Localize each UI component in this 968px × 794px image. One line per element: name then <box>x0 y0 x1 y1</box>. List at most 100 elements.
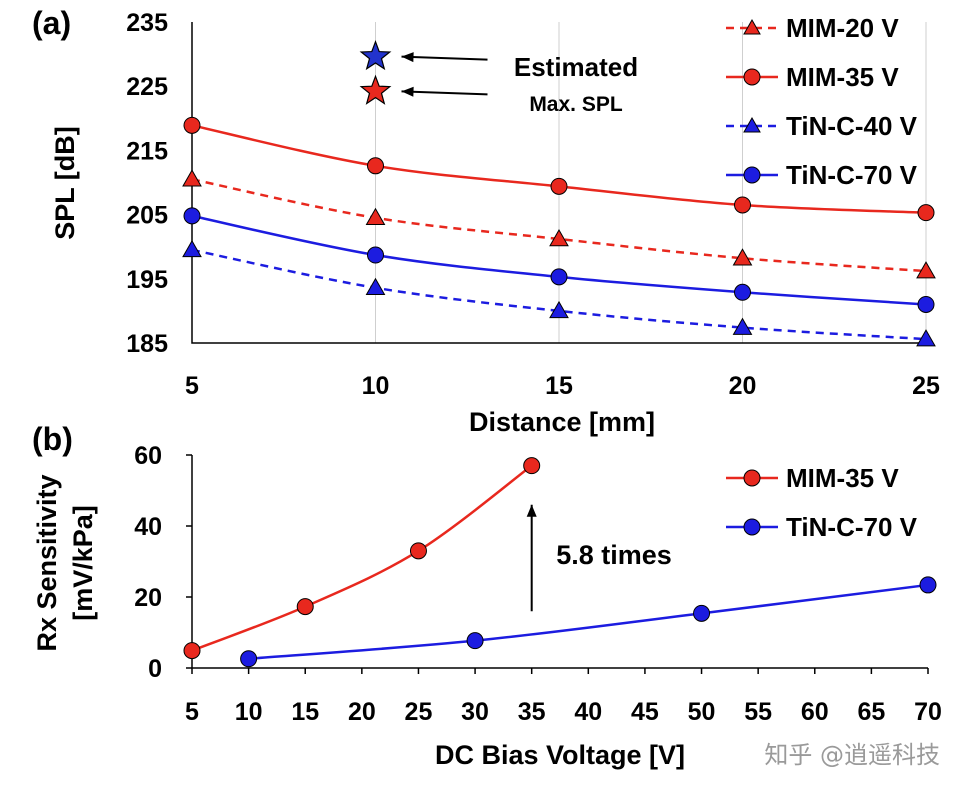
panel-a-legend-label-tin-c-40-v: TiN-C-40 V <box>786 111 918 141</box>
panel-b-x-tick-30: 30 <box>461 698 489 726</box>
panel-b-x-tick-35: 35 <box>518 698 546 726</box>
panel-b-point-mim-35-v-5 <box>183 642 201 660</box>
panel-a-point-mim-20-v-25 <box>916 261 936 279</box>
panel-a-x-tick-25: 25 <box>912 372 940 400</box>
panel-b-x-tick-55: 55 <box>744 698 772 726</box>
estimated-arrow-red-shaft <box>401 90 488 96</box>
panel-b-line-tin-c-70-v <box>248 583 929 661</box>
panel-b-y-tick-40: 40 <box>134 513 162 541</box>
panel-a-point-mim-20-v-20 <box>732 248 753 266</box>
panel-b-legend: MIM-35 V TiN-C-70 V <box>726 463 918 542</box>
panel-b-y-tick-0: 0 <box>148 655 162 683</box>
panel-b-y-tick-60: 60 <box>134 442 162 470</box>
panel-a-legend-label-mim-35-v: MIM-35 V <box>786 62 899 92</box>
panel-a-point-mim-20-v-10 <box>365 207 386 226</box>
panel-b-x-ticks: 5 10 15 20 25 30 35 40 45 50 55 60 65 70 <box>185 668 942 726</box>
panel-a-legend-label-mim-20-v: MIM-20 V <box>786 13 899 43</box>
panel-b-line-mim-35-v <box>191 464 533 652</box>
panel-b-y-axis-label-line1: Rx Sensitivity <box>32 474 62 651</box>
panel-a-x-tick-15: 15 <box>545 372 573 400</box>
estimated-star-red <box>359 74 392 105</box>
panel-b-series-group <box>183 457 937 668</box>
panel-a-x-tick-20: 20 <box>729 372 757 400</box>
panel-b-point-tin-c-70-v-30 <box>466 632 484 650</box>
panel-a-legend: MIM-20 V MIM-35 V TiN-C-40 V TiN-C-70 V <box>726 13 918 190</box>
panel-a-point-mim-35-v-10 <box>367 157 384 175</box>
panel-a-legend-marker-tin-c-40-v <box>743 116 761 133</box>
ratio-annotation: 5.8 times <box>556 540 672 570</box>
panel-a-point-mim-35-v-20 <box>734 196 751 214</box>
panel-a-y-tick-195: 195 <box>126 266 168 294</box>
panel-a-x-tick-5: 5 <box>185 372 199 400</box>
panel-b-point-tin-c-70-v-10 <box>240 650 258 668</box>
panel-a-point-tin-c-40-v-25 <box>916 329 936 347</box>
panel-b-x-tick-20: 20 <box>348 698 376 726</box>
panel-b-x-tick-40: 40 <box>574 698 602 726</box>
panel-a-series-mim-20-v <box>182 169 936 279</box>
panel-b-x-tick-25: 25 <box>405 698 433 726</box>
panel-a-line-mim-20-v <box>191 178 927 273</box>
panel-b-legend-marker-mim-35-v <box>743 469 761 487</box>
panel-a-line-tin-c-40-v <box>191 248 927 341</box>
panel-a-y-tick-215: 215 <box>126 137 168 165</box>
panel-a-point-mim-35-v-15 <box>550 177 568 195</box>
panel-b-x-tick-65: 65 <box>857 698 885 726</box>
ratio-arrow <box>526 504 537 612</box>
panel-b-y-tick-20: 20 <box>134 584 162 612</box>
panel-b-x-tick-50: 50 <box>688 698 716 726</box>
panel-b-ratio-arrow <box>526 504 537 612</box>
panel-a-point-tin-c-70-v-25 <box>917 295 935 313</box>
panel-a-point-mim-35-v-5 <box>183 116 201 134</box>
ratio-arrow-head <box>526 504 537 517</box>
panel-a-legend-label-tin-c-70-v: TiN-C-70 V <box>786 160 918 190</box>
panel-a-point-mim-20-v-15 <box>549 228 569 247</box>
panel-b-series-tin-c-70-v <box>240 576 937 668</box>
panel-a-y-tick-185: 185 <box>126 330 168 358</box>
panel-b-x-axis-label: DC Bias Voltage [V] <box>435 740 685 770</box>
panel-a-point-mim-20-v-5 <box>182 169 202 187</box>
panel-b-label: (b) <box>32 421 73 457</box>
panel-a-point-tin-c-70-v-20 <box>734 283 751 301</box>
panel-b-x-tick-45: 45 <box>631 698 659 726</box>
panel-a-legend-marker-mim-35-v <box>743 68 761 86</box>
panel-a-y-axis-label: SPL [dB] <box>50 126 80 240</box>
panel-b-point-mim-35-v-35 <box>523 457 541 475</box>
panel-a-point-tin-c-70-v-10 <box>367 246 384 264</box>
panel-a-legend-marker-mim-20-v <box>743 18 761 35</box>
panel-a-estimated-stars <box>359 39 488 105</box>
panel-a-point-tin-c-40-v-10 <box>365 277 386 296</box>
panel-b-x-tick-5: 5 <box>185 698 199 726</box>
panel-b-point-tin-c-70-v-50 <box>693 604 711 622</box>
estimated-arrow-red <box>401 86 488 97</box>
panel-b-x-tick-70: 70 <box>914 698 942 726</box>
panel-b-legend-label-mim-35-v: MIM-35 V <box>786 463 899 493</box>
panel-b-y-axis-label-line2: [mV/kPa] <box>68 505 98 621</box>
panel-a-chart: (a) 185 195 205 215 225 235 5 10 15 20 25 Distanc… <box>32 5 940 437</box>
panel-b-y-ticks: 0 20 40 60 <box>134 442 192 683</box>
panel-b-legend-label-tin-c-70-v: TiN-C-70 V <box>786 512 918 542</box>
panel-a-legend-marker-tin-c-70-v <box>743 166 761 184</box>
estimated-arrow-red-head <box>401 86 414 97</box>
panel-a-point-tin-c-40-v-20 <box>732 317 753 335</box>
estimated-arrow-blue-head <box>401 52 414 63</box>
panel-b-point-mim-35-v-25 <box>409 542 427 560</box>
panel-a-series-tin-c-70-v <box>183 207 935 313</box>
panel-a-series-mim-35-v <box>183 116 935 222</box>
panel-a-y-ticks: 185 195 205 215 225 235 <box>126 9 168 358</box>
panel-a-point-tin-c-40-v-5 <box>182 239 202 258</box>
panel-a-point-tin-c-70-v-5 <box>183 207 201 225</box>
estimated-arrow-blue-shaft <box>401 55 488 61</box>
watermark: 知乎 @逍遥科技 <box>764 741 940 769</box>
panel-a-x-tick-10: 10 <box>362 372 390 400</box>
estimated-label: Estimated <box>514 52 638 82</box>
panel-b-point-tin-c-70-v-70 <box>919 576 937 594</box>
panel-a-point-mim-35-v-25 <box>917 204 935 222</box>
panel-a-y-tick-235: 235 <box>126 9 168 37</box>
panel-a-point-tin-c-70-v-15 <box>550 268 568 286</box>
panel-a-series-tin-c-40-v <box>182 239 936 347</box>
panel-a-point-tin-c-40-v-15 <box>549 300 569 319</box>
panel-b-point-mim-35-v-15 <box>296 598 314 616</box>
panel-a-x-axis-label: Distance [mm] <box>469 407 655 437</box>
